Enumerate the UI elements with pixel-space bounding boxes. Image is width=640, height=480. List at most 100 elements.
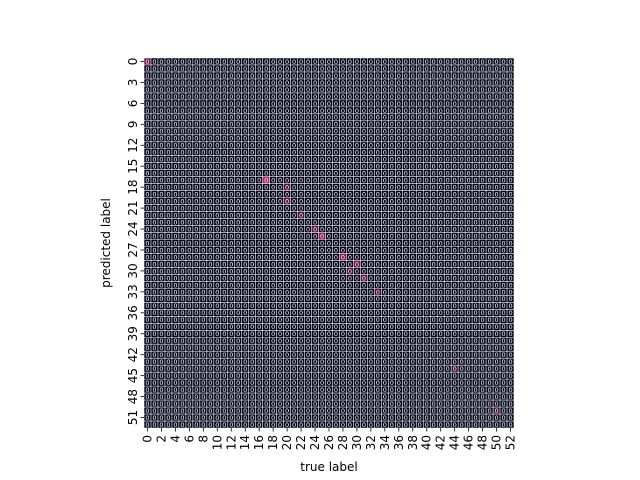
cell-annotation: 0 <box>222 295 226 303</box>
cell-annotation: 0 <box>229 414 233 422</box>
x-tick-label: 4 <box>168 435 182 443</box>
cell-annotation: 0 <box>397 114 401 122</box>
cell-annotation: 0 <box>341 239 345 247</box>
cell-annotation: 0 <box>243 156 247 164</box>
cell-annotation: 0 <box>397 86 401 94</box>
cell-annotation: 0 <box>222 288 226 296</box>
cell-annotation: 0 <box>187 135 191 143</box>
cell-annotation: 0 <box>229 295 233 303</box>
cell-annotation: 0 <box>494 358 498 366</box>
cell-annotation: 0 <box>390 337 394 345</box>
cell-annotation: 0 <box>376 114 380 122</box>
cell-annotation: 0 <box>278 253 282 261</box>
cell-annotation: 0 <box>425 365 429 373</box>
cell-annotation: 0 <box>411 204 415 212</box>
cell-annotation: 0 <box>159 86 163 94</box>
cell-annotation: 0 <box>481 239 485 247</box>
cell-annotation: 0 <box>159 232 163 240</box>
cell-annotation: 0 <box>460 288 464 296</box>
cell-annotation: 0 <box>166 372 170 380</box>
cell-annotation: 0 <box>355 351 359 359</box>
cell-annotation: 0 <box>494 170 498 178</box>
cell-annotation: 0 <box>376 163 380 171</box>
cell-annotation: 0 <box>494 142 498 150</box>
cell-annotation: 0 <box>460 204 464 212</box>
cell-annotation: 0 <box>236 253 240 261</box>
cell-annotation: 0 <box>201 400 205 408</box>
cell-annotation: 0 <box>334 365 338 373</box>
cell-annotation: 0 <box>481 58 485 66</box>
cell-annotation: 0 <box>180 246 184 254</box>
cell-annotation: 0 <box>481 267 485 275</box>
cell-annotation: 0 <box>250 198 254 206</box>
cell-annotation: 0 <box>208 400 212 408</box>
cell-annotation: 0 <box>501 79 505 87</box>
cell-annotation: 0 <box>285 330 289 338</box>
cell-annotation: 0 <box>411 107 415 115</box>
cell-annotation: 0 <box>313 421 317 429</box>
cell-annotation: 0 <box>376 86 380 94</box>
cell-annotation: 0 <box>194 295 198 303</box>
cell-annotation: 0 <box>362 184 366 192</box>
cell-annotation: 0 <box>152 281 156 289</box>
cell-annotation: 0 <box>411 121 415 129</box>
cell-annotation: 0 <box>201 337 205 345</box>
cell-annotation: 0 <box>285 58 289 66</box>
cell-annotation: 0 <box>411 142 415 150</box>
cell-annotation: 0 <box>404 128 408 136</box>
cell-annotation: 0 <box>432 323 436 331</box>
cell-annotation: 0 <box>348 65 352 73</box>
cell-annotation: 0 <box>453 400 457 408</box>
cell-annotation: 0 <box>306 288 310 296</box>
cell-annotation: 0 <box>222 184 226 192</box>
cell-annotation: 0 <box>166 358 170 366</box>
cell-annotation: 0 <box>508 288 512 296</box>
cell-annotation: 0 <box>215 386 219 394</box>
cell-annotation: 0 <box>222 344 226 352</box>
cell-annotation: 0 <box>166 86 170 94</box>
cell-annotation: 0 <box>425 372 429 380</box>
cell-annotation: 0 <box>180 163 184 171</box>
cell-annotation: 0 <box>257 407 261 415</box>
cell-annotation: 0 <box>152 232 156 240</box>
cell-annotation: 0 <box>299 107 303 115</box>
cell-annotation: 0 <box>334 372 338 380</box>
cell-annotation: 0 <box>152 421 156 429</box>
cell-annotation: 0 <box>208 135 212 143</box>
cell-annotation: 0 <box>243 239 247 247</box>
cell-annotation: 0 <box>411 379 415 387</box>
cell-annotation: 0 <box>250 400 254 408</box>
cell-annotation: 0 <box>397 100 401 108</box>
cell-annotation: 0 <box>474 253 478 261</box>
cell-annotation: 0 <box>341 58 345 66</box>
cell-annotation: 0 <box>383 288 387 296</box>
cell-annotation: 0 <box>194 267 198 275</box>
cell-annotation: 0 <box>306 246 310 254</box>
cell-annotation: 0 <box>425 295 429 303</box>
cell-annotation: 0 <box>278 379 282 387</box>
cell-annotation: 0 <box>397 400 401 408</box>
cell-annotation: 0 <box>264 198 268 206</box>
cell-annotation: 0 <box>501 86 505 94</box>
cell-annotation: 0 <box>383 156 387 164</box>
cell-annotation: 0 <box>299 86 303 94</box>
cell-annotation: 0 <box>257 344 261 352</box>
cell-annotation: 0 <box>425 407 429 415</box>
cell-annotation: 0 <box>229 351 233 359</box>
cell-annotation: 0 <box>271 225 275 233</box>
cell-annotation: 0 <box>446 295 450 303</box>
cell-annotation: 0 <box>508 309 512 317</box>
cell-annotation: 0 <box>439 379 443 387</box>
cell-annotation: 0 <box>306 170 310 178</box>
cell-annotation: 0 <box>369 260 373 268</box>
cell-annotation: 0 <box>334 407 338 415</box>
cell-annotation: 0 <box>166 421 170 429</box>
cell-annotation: 0 <box>418 177 422 185</box>
cell-annotation: 0 <box>501 414 505 422</box>
cell-annotation: 0 <box>348 358 352 366</box>
cell-annotation: 0 <box>306 58 310 66</box>
cell-annotation: 0 <box>320 365 324 373</box>
cell-annotation: 0 <box>187 191 191 199</box>
cell-annotation: 0 <box>418 302 422 310</box>
